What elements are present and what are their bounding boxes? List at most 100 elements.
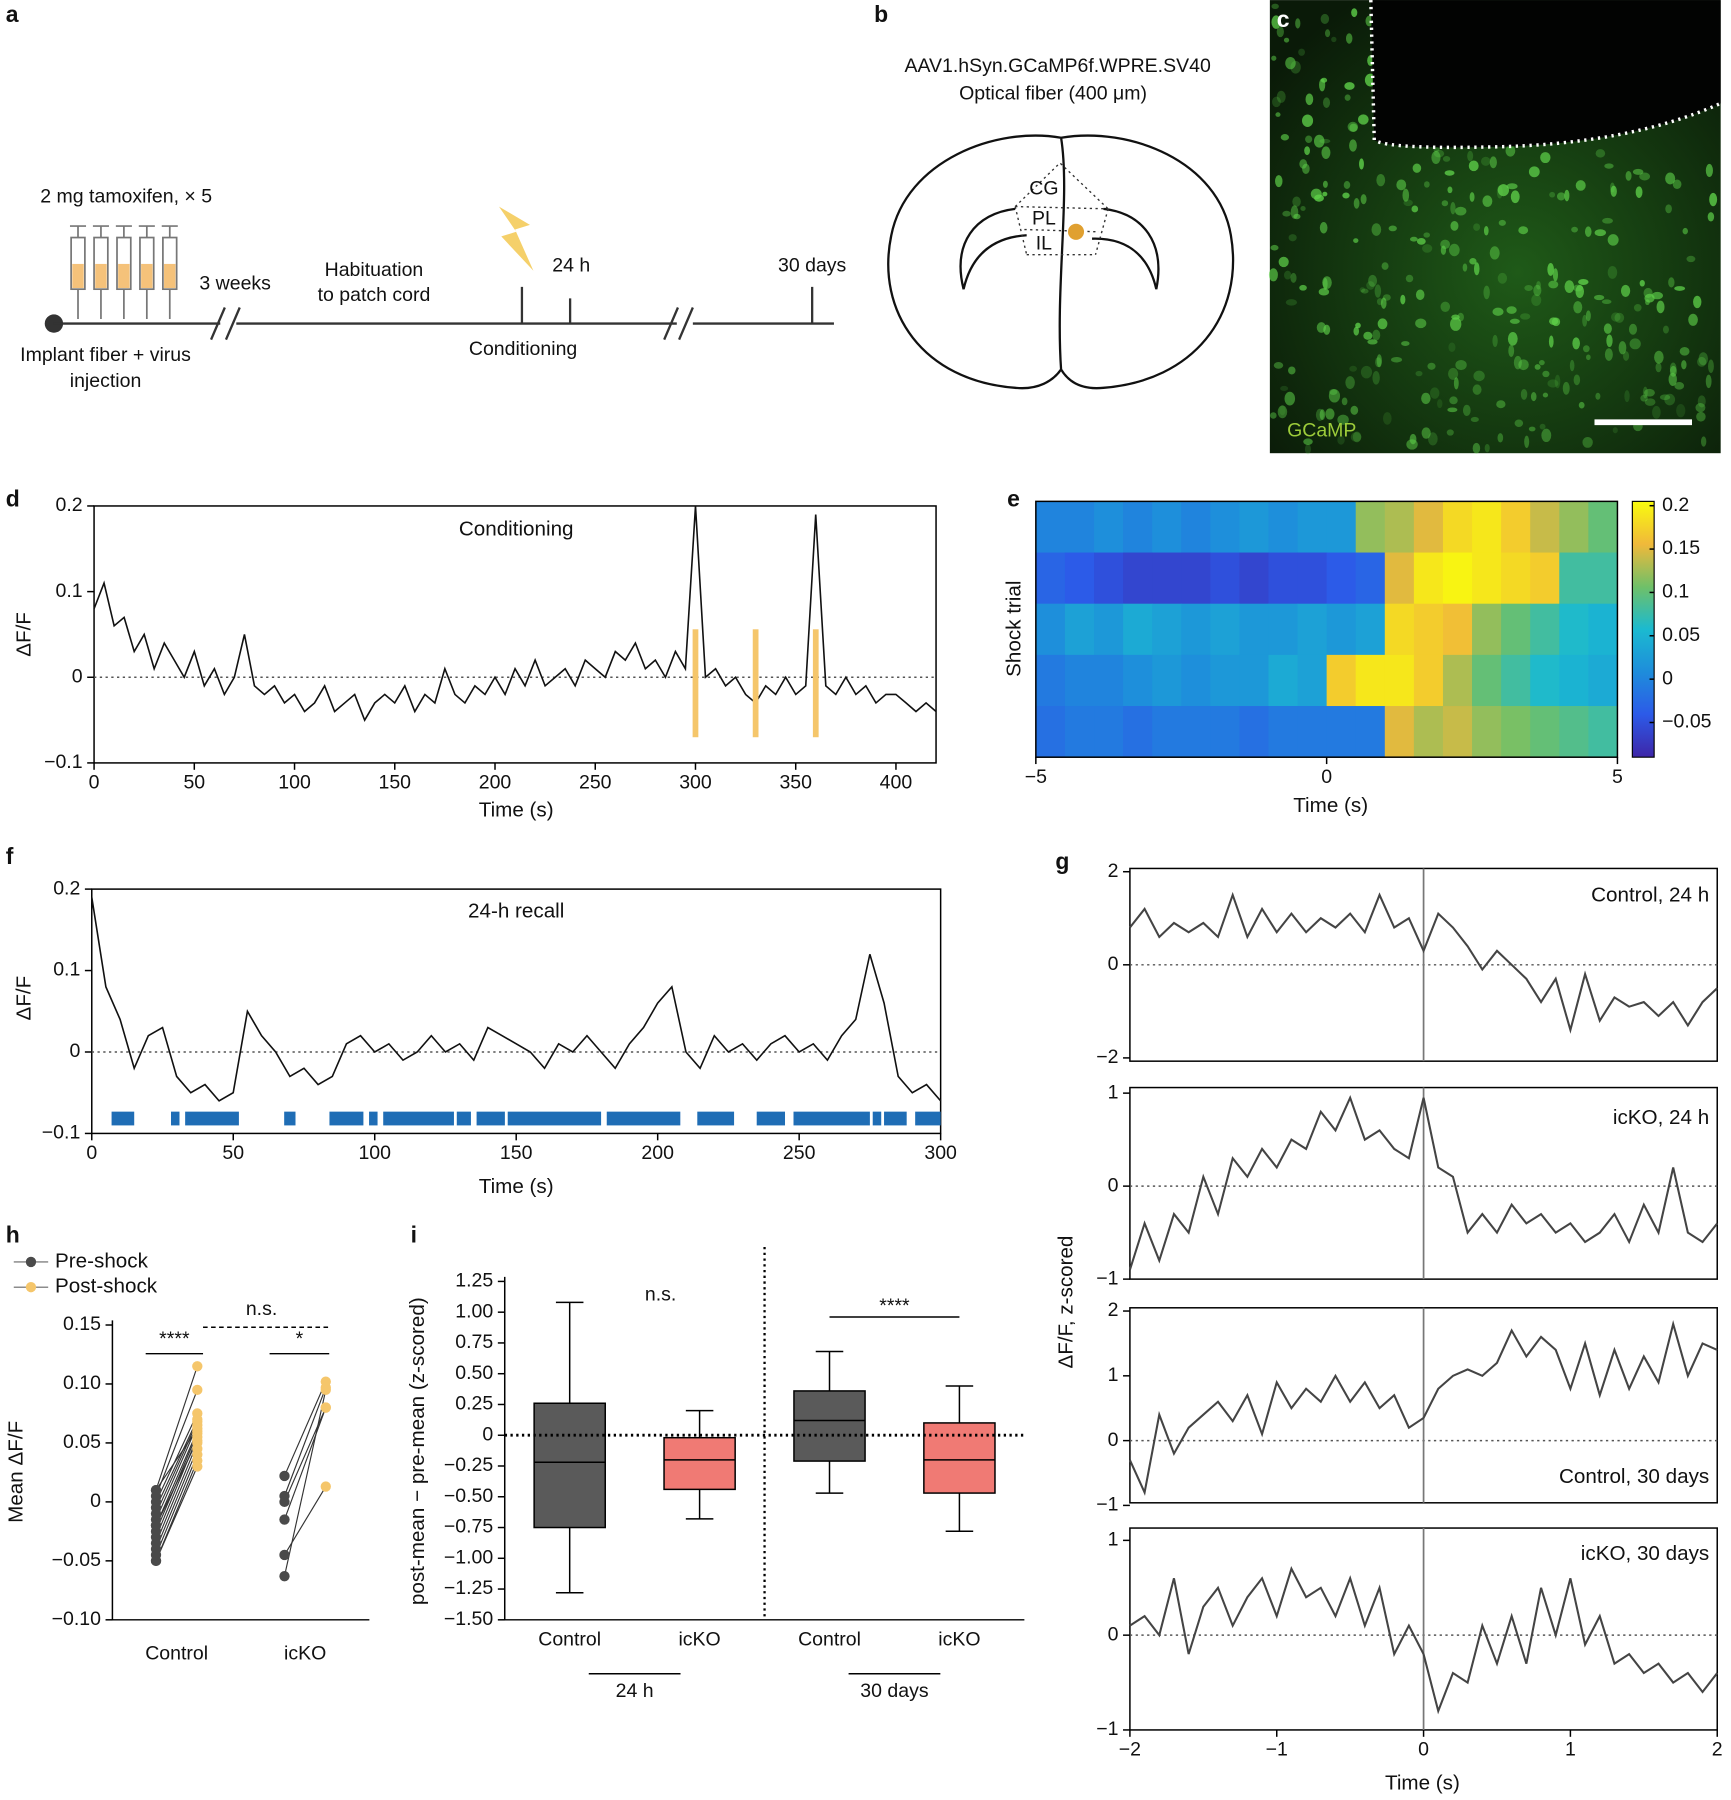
cell-body: [1659, 394, 1671, 401]
trace-label: icKO, 24 h: [1613, 1106, 1709, 1129]
cell-body: [1367, 339, 1378, 345]
y-tick-label: 0: [72, 665, 83, 687]
cell-body: [1674, 382, 1685, 390]
pair-line: [155, 1425, 198, 1520]
heat-cell: [1297, 552, 1328, 605]
panel-label: a: [6, 1, 19, 27]
cell-body: [1594, 229, 1607, 237]
cell-body: [1319, 222, 1328, 234]
cell-body: [1276, 90, 1286, 103]
freezing-bar: [369, 1111, 378, 1126]
cell-body: [1352, 431, 1362, 443]
x-tick-label: 200: [479, 772, 512, 794]
trace: [1129, 1566, 1719, 1715]
x-axis-label: Time (s): [479, 1175, 554, 1198]
cell-body: [1682, 227, 1688, 235]
x-tick-label: 100: [278, 772, 311, 794]
cell-body: [1547, 379, 1559, 388]
heat-cell: [1123, 706, 1153, 758]
data-point: [192, 1461, 203, 1472]
cell-body: [1448, 342, 1456, 353]
heat-cell: [1210, 501, 1240, 554]
pair-line: [155, 1454, 198, 1556]
region-label: IL: [1036, 233, 1052, 255]
box: [533, 1402, 606, 1529]
gap-label: 3 weeks: [199, 273, 271, 295]
cell-body: [1709, 192, 1718, 207]
cell-body: [1629, 338, 1641, 350]
heat-cell: [1094, 603, 1124, 656]
freezing-bar: [884, 1111, 907, 1126]
dose-label: 2 mg tamoxifen, × 5: [40, 186, 212, 208]
heat-cell: [1210, 706, 1240, 758]
cell-body: [1331, 36, 1337, 43]
heat-cell: [1064, 603, 1095, 656]
y-tick-label: 1: [1108, 1529, 1119, 1551]
cell-body: [1688, 313, 1698, 326]
cell-body: [1489, 156, 1497, 169]
cell-body: [1524, 284, 1533, 292]
x-tick-label: 300: [924, 1142, 957, 1164]
cell-body: [1595, 149, 1606, 158]
cell-body: [1328, 389, 1341, 403]
colorbar-tick-label: 0.05: [1662, 624, 1700, 646]
group-label: 30 days: [860, 1680, 929, 1702]
freezing-bar: [170, 1111, 180, 1126]
cell-body: [1290, 60, 1301, 74]
cell-body: [1453, 377, 1459, 390]
cell-body: [1533, 284, 1542, 297]
panel-b: b AAV1.hSyn.GCaMP6f.WPRE.SV40 Optical fi…: [874, 1, 1235, 390]
cell-body: [1415, 370, 1423, 377]
data-point: [150, 1555, 162, 1567]
cell-body: [1664, 393, 1676, 406]
heat-cell: [1268, 603, 1299, 656]
cell-body: [1492, 334, 1498, 347]
chart-title: Conditioning: [459, 518, 574, 541]
cell-body: [1672, 179, 1682, 190]
cell-body: [1586, 354, 1591, 361]
y-tick-label: 0: [1108, 1174, 1119, 1196]
freezing-bar: [456, 1111, 471, 1126]
data-point: [320, 1384, 331, 1396]
y-tick-label: 2: [1108, 860, 1119, 882]
cell-body: [1472, 384, 1482, 395]
cell-body: [1524, 435, 1530, 448]
pair-line: [155, 1440, 198, 1526]
heat-cell: [1094, 706, 1124, 758]
fiber-track: [1370, 0, 1721, 148]
heat-cell: [1384, 654, 1415, 707]
cell-body: [1595, 392, 1601, 400]
pair-line: [283, 1389, 327, 1577]
cell-body: [1575, 180, 1586, 191]
panel-c-overlay: c GCaMP: [1277, 0, 1722, 442]
cell-body: [1371, 223, 1382, 236]
cell-body: [1498, 219, 1506, 226]
heat-cell: [1239, 501, 1270, 554]
trace: [1128, 1319, 1718, 1496]
cell-body: [1403, 199, 1413, 207]
y-tick-label: 0.50: [455, 1362, 493, 1384]
heat-cell: [1355, 654, 1386, 707]
heat-cell: [1413, 654, 1444, 707]
heat-cell: [1588, 654, 1619, 707]
cell-body: [1575, 285, 1585, 299]
heat-cell: [1501, 501, 1531, 554]
heat-cell: [1413, 501, 1444, 554]
cell-body: [1421, 392, 1431, 405]
cell-body: [1360, 194, 1367, 205]
cell-body: [1607, 266, 1618, 279]
y-tick-label: −1.25: [444, 1577, 493, 1599]
cell-body: [1382, 412, 1392, 425]
cell-body: [1497, 433, 1504, 443]
heat-cell: [1152, 603, 1182, 656]
cell-body: [1582, 314, 1588, 327]
cell-body: [1624, 390, 1630, 403]
cell-body: [1651, 291, 1663, 300]
cell-body: [1573, 301, 1583, 314]
cell-body: [1280, 133, 1290, 141]
heat-cell: [1123, 501, 1153, 554]
cell-body: [1510, 190, 1520, 204]
cell-body: [1707, 212, 1715, 222]
cell-body: [1483, 285, 1490, 300]
cell-body: [1402, 188, 1410, 202]
